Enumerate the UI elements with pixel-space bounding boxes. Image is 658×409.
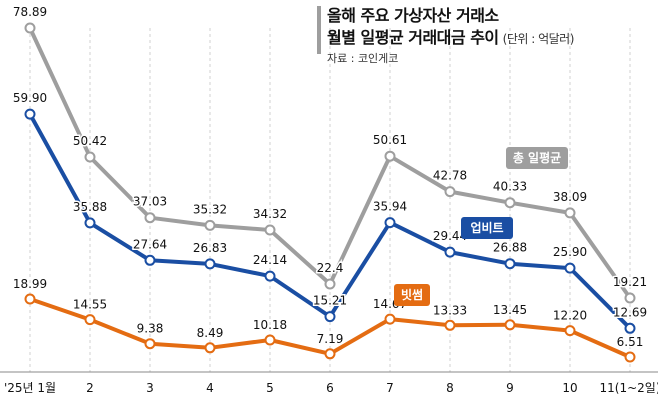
data-label-s2-6: 15.21 xyxy=(313,294,347,308)
series-tag-bg-3 xyxy=(394,284,430,306)
data-label-s3-6: 7.19 xyxy=(317,332,344,346)
data-point-s2-2 xyxy=(84,217,96,229)
data-point-s1-11 xyxy=(624,292,636,304)
data-point-s1-3 xyxy=(144,212,156,224)
data-label-s3-10: 12.20 xyxy=(553,309,587,323)
data-label-s3-5: 10.18 xyxy=(253,318,287,332)
data-label-s1-9: 40.33 xyxy=(493,180,527,194)
x-tick-label-10: 10 xyxy=(562,381,577,395)
data-label-s2-10: 25.90 xyxy=(553,245,587,259)
data-point-s3-3 xyxy=(144,338,156,350)
data-point-s3-11 xyxy=(624,351,636,363)
data-label-s2-7: 35.94 xyxy=(373,200,407,214)
data-label-s3-3: 9.38 xyxy=(137,322,164,336)
data-point-s2-1 xyxy=(24,108,36,120)
x-tick-label-2: 2 xyxy=(86,381,94,395)
x-tick-label-11: 11(1~2일) xyxy=(600,381,658,395)
data-label-s3-1: 18.99 xyxy=(13,277,47,291)
data-label-s2-4: 26.83 xyxy=(193,241,227,255)
data-point-s1-5 xyxy=(264,224,276,236)
data-point-s2-4 xyxy=(204,258,216,270)
series-tag-label-2: 업비트 xyxy=(470,220,503,235)
data-label-s2-9: 26.88 xyxy=(493,241,527,255)
data-label-s1-3: 37.03 xyxy=(133,195,167,209)
data-point-s1-8 xyxy=(444,186,456,198)
x-tick-label-9: 9 xyxy=(506,381,514,395)
data-label-s2-11: 12.69 xyxy=(613,305,647,319)
data-point-s2-10 xyxy=(564,262,576,274)
data-point-s2-8 xyxy=(444,246,456,258)
data-label-s1-4: 35.32 xyxy=(193,202,227,216)
data-label-s3-4: 8.49 xyxy=(197,326,224,340)
data-point-s2-7 xyxy=(384,217,396,229)
data-point-s2-6 xyxy=(324,311,336,323)
x-tick-label-8: 8 xyxy=(446,381,454,395)
data-point-s3-10 xyxy=(564,325,576,337)
data-point-s2-9 xyxy=(504,258,516,270)
data-label-s1-5: 34.32 xyxy=(253,207,287,221)
data-point-s1-2 xyxy=(84,151,96,163)
chart-title-line2: 월별 일평균 거래대금 추이 (단위 : 억달러) xyxy=(327,24,574,48)
data-point-s1-9 xyxy=(504,197,516,209)
x-tick-label-7: 7 xyxy=(386,381,394,395)
data-point-s1-4 xyxy=(204,219,216,231)
data-label-s1-1: 78.89 xyxy=(13,5,47,19)
data-label-s3-8: 13.33 xyxy=(433,303,467,317)
title-accent-bar xyxy=(317,6,321,54)
data-point-s3-8 xyxy=(444,319,456,331)
chart-title-line1: 올해 주요 가상자산 거래소 xyxy=(327,6,499,25)
data-point-s3-7 xyxy=(384,313,396,325)
data-label-s2-8: 29.44 xyxy=(433,229,467,243)
data-point-s3-4 xyxy=(204,342,216,354)
data-label-s1-11: 19.21 xyxy=(613,275,647,289)
source-label: 자료 : 코인게코 xyxy=(327,52,399,65)
data-label-s1-8: 42.78 xyxy=(433,169,467,183)
data-label-s1-7: 50.61 xyxy=(373,133,407,147)
data-label-s1-2: 50.42 xyxy=(73,134,107,148)
data-point-s3-9 xyxy=(504,319,516,331)
x-tick-label-1: '25년 1월 xyxy=(4,381,56,395)
chart-title-text: 월별 일평균 거래대금 추이 xyxy=(327,28,499,47)
data-point-s3-2 xyxy=(84,314,96,326)
data-label-s2-5: 24.14 xyxy=(253,253,287,267)
unit-label: (단위 : 억달러) xyxy=(502,32,575,46)
data-label-s2-1: 59.90 xyxy=(13,91,47,105)
series-tag-label-1: 총 일평균 xyxy=(513,150,561,165)
data-point-s1-7 xyxy=(384,150,396,162)
data-point-s3-6 xyxy=(324,348,336,360)
data-label-s3-11: 6.51 xyxy=(617,335,644,349)
data-point-s1-6 xyxy=(324,278,336,290)
data-label-s3-2: 14.55 xyxy=(73,298,107,312)
data-point-s2-5 xyxy=(264,270,276,282)
data-point-s1-1 xyxy=(24,22,36,34)
data-label-s3-9: 13.45 xyxy=(493,303,527,317)
data-label-s1-10: 38.09 xyxy=(553,190,587,204)
x-tick-label-6: 6 xyxy=(326,381,334,395)
series-tag-bg-2 xyxy=(461,217,513,239)
data-label-s2-3: 27.64 xyxy=(133,237,167,251)
data-point-s3-5 xyxy=(264,334,276,346)
data-label-s1-6: 22.4 xyxy=(317,261,344,275)
series-tag-bg-1 xyxy=(506,147,568,169)
x-tick-label-4: 4 xyxy=(206,381,214,395)
x-tick-label-5: 5 xyxy=(266,381,274,395)
data-point-s2-3 xyxy=(144,254,156,266)
data-label-s2-2: 35.88 xyxy=(73,200,107,214)
data-point-s3-1 xyxy=(24,293,36,305)
series-tag-label-3: 빗썸 xyxy=(401,287,423,302)
data-point-s2-11 xyxy=(624,322,636,334)
data-point-s1-10 xyxy=(564,207,576,219)
x-tick-label-3: 3 xyxy=(146,381,154,395)
